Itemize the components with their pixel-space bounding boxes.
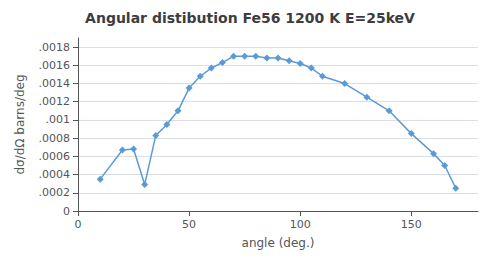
svg-text:dσ/dΩ barns/deg: dσ/dΩ barns/deg bbox=[13, 74, 27, 174]
svg-text:.0014: .0014 bbox=[39, 77, 71, 90]
svg-text:.0012: .0012 bbox=[39, 95, 71, 108]
svg-text:.0006: .0006 bbox=[39, 150, 71, 163]
svg-text:.0016: .0016 bbox=[39, 59, 71, 72]
svg-text:0: 0 bbox=[75, 218, 82, 231]
svg-text:.0018: .0018 bbox=[39, 41, 71, 54]
svg-text:100: 100 bbox=[290, 218, 311, 231]
svg-text:150: 150 bbox=[401, 218, 422, 231]
svg-text:50: 50 bbox=[182, 218, 196, 231]
svg-text:angle (deg.): angle (deg.) bbox=[242, 236, 315, 250]
svg-text:.0004: .0004 bbox=[39, 168, 71, 181]
svg-text:Angular distibution Fe56 1200: Angular distibution Fe56 1200 K E=25keV bbox=[85, 10, 415, 26]
svg-text:.0002: .0002 bbox=[39, 186, 71, 199]
svg-text:0: 0 bbox=[63, 205, 70, 218]
svg-text:.001: .001 bbox=[46, 113, 71, 126]
svg-text:.0008: .0008 bbox=[39, 132, 71, 145]
